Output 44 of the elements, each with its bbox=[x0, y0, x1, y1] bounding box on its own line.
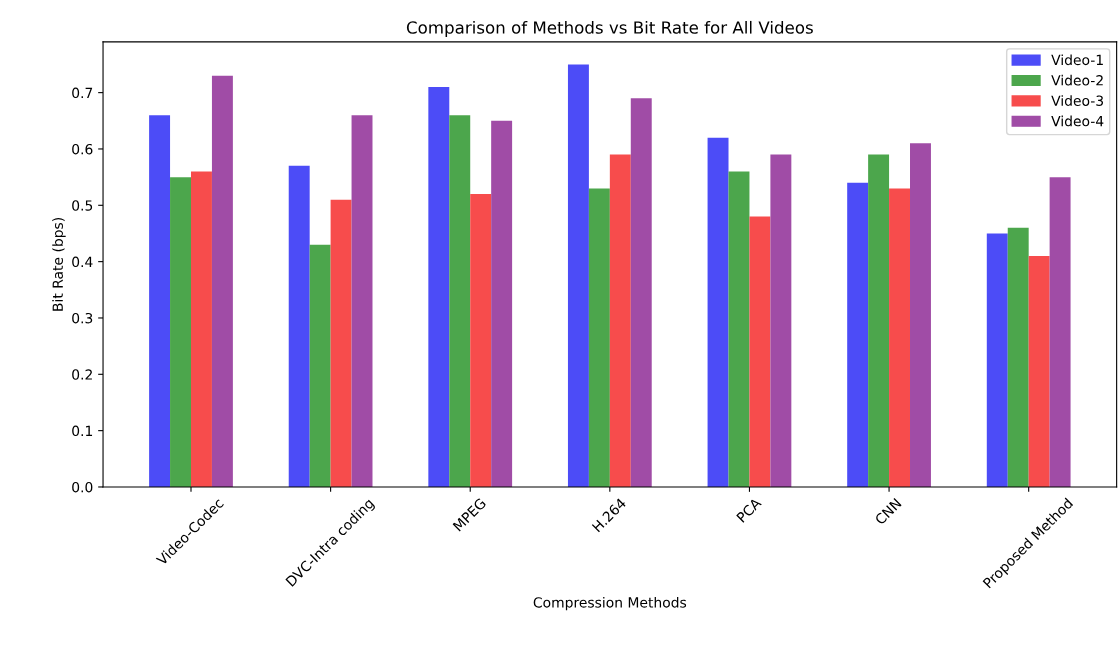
legend-label: Video-1 bbox=[1051, 54, 1103, 66]
bar bbox=[330, 199, 352, 487]
bar bbox=[707, 137, 729, 487]
x-axis-title: Compression Methods bbox=[533, 596, 687, 611]
y-tick-label: 0.3 bbox=[72, 312, 93, 324]
bar bbox=[588, 188, 610, 487]
chart-title: Comparison of Methods vs Bit Rate for All Videos bbox=[406, 20, 813, 38]
bar bbox=[309, 244, 331, 487]
bar bbox=[351, 115, 373, 487]
y-tick-label: 0.0 bbox=[72, 481, 93, 493]
bar bbox=[470, 194, 492, 487]
bar bbox=[889, 188, 911, 487]
bar bbox=[910, 143, 931, 487]
bar bbox=[170, 177, 191, 487]
bar bbox=[288, 165, 310, 487]
bar bbox=[567, 64, 589, 487]
y-tick-label: 0.4 bbox=[72, 256, 93, 268]
legend-label: Video-2 bbox=[1051, 74, 1103, 86]
bar bbox=[609, 154, 631, 487]
bar bbox=[428, 86, 450, 487]
y-tick-label: 0.7 bbox=[72, 87, 93, 99]
bar bbox=[149, 115, 171, 487]
y-tick-label: 0.2 bbox=[72, 369, 92, 380]
y-tick-label: 0.6 bbox=[72, 143, 93, 155]
bar bbox=[770, 154, 792, 487]
y-axis-title: Bit Rate (bps) bbox=[52, 218, 66, 311]
bar bbox=[1007, 227, 1029, 487]
y-tick-label: 0.1 bbox=[72, 425, 93, 437]
bar bbox=[728, 171, 750, 487]
bar bbox=[449, 115, 471, 487]
x-tick-label: PCA bbox=[736, 496, 762, 523]
bar bbox=[630, 98, 652, 487]
bar bbox=[986, 233, 1008, 487]
bar bbox=[847, 182, 869, 487]
bar bbox=[191, 171, 212, 487]
bar bbox=[1049, 177, 1071, 487]
legend-label: Video-3 bbox=[1051, 95, 1104, 106]
legend-label: Video-4 bbox=[1051, 115, 1104, 127]
y-tick-label: 0.5 bbox=[72, 200, 93, 211]
bar bbox=[868, 154, 890, 487]
bar bbox=[749, 216, 771, 487]
bar bbox=[1028, 256, 1050, 487]
bar bbox=[491, 120, 513, 487]
bar bbox=[211, 75, 233, 487]
